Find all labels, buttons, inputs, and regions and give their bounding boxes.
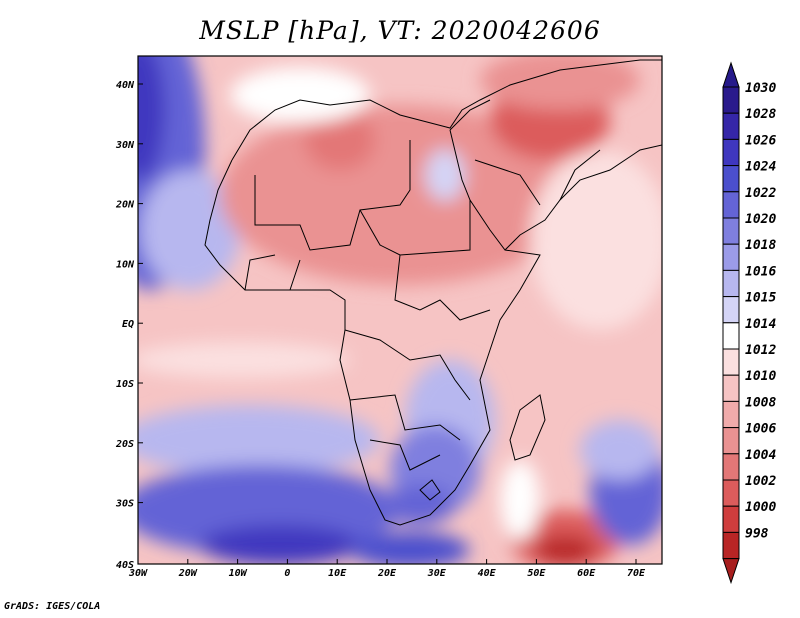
lat-tick-label: 10N xyxy=(116,259,135,270)
lon-tick-label: 10E xyxy=(328,568,347,579)
colorbar-swatch xyxy=(722,479,740,507)
colorbar-label: 1022 xyxy=(745,186,776,201)
colorbar-swatch xyxy=(722,86,740,114)
map-title: MSLP [hPa], VT: 2020042606 xyxy=(199,16,601,45)
colorbar-label: 1030 xyxy=(745,81,776,96)
colorbar-label: 1026 xyxy=(745,133,776,148)
colorbar-label: 1004 xyxy=(745,448,776,463)
colorbar-label: 1014 xyxy=(745,317,776,332)
lon-tick-label: 60E xyxy=(577,568,596,579)
colorbar-swatch xyxy=(722,296,740,324)
pressure-field xyxy=(138,56,662,564)
colorbar-label: 1020 xyxy=(745,212,776,227)
lat-tick-label: 20S xyxy=(115,439,134,450)
latitude-axis: 40N 30N 20N 10N EQ 10S 20S 30S 40S xyxy=(115,80,143,571)
colorbar-label: 1006 xyxy=(745,422,776,437)
colorbar-label: 1002 xyxy=(745,474,776,489)
lon-tick-label: 40E xyxy=(478,568,497,579)
colorbar-swatch xyxy=(722,112,740,140)
colorbar-swatch xyxy=(722,400,740,429)
lon-tick-label: 20W xyxy=(178,568,198,579)
colorbar-swatch xyxy=(722,243,740,271)
colorbar-swatch xyxy=(722,165,740,193)
colorbar-bottom-arrow xyxy=(722,558,740,585)
colorbar-top-arrow xyxy=(722,61,740,88)
lat-tick-label: 40S xyxy=(116,560,134,571)
colorbar-swatch xyxy=(722,505,740,533)
colorbar-swatch xyxy=(722,191,740,219)
colorbar-swatch xyxy=(722,138,740,167)
lon-tick-label: 10W xyxy=(229,568,248,579)
colorbar-swatch xyxy=(722,217,740,245)
colorbar: 1030 1028 1026 1024 1022 1020 1018 1016 1015 1014… xyxy=(722,61,776,585)
colorbar-label: 1000 xyxy=(745,500,776,515)
lat-tick-label: 20N xyxy=(115,200,135,211)
colorbar-swatch xyxy=(722,269,740,298)
colorbar-label: 1024 xyxy=(745,160,776,175)
colorbar-label: 1016 xyxy=(745,264,776,279)
colorbar-label: 1012 xyxy=(745,343,776,358)
lon-tick-label: 30E xyxy=(427,568,447,579)
lat-tick-label: EQ xyxy=(122,319,134,330)
lon-tick-label: 50E xyxy=(527,568,546,579)
colorbar-swatch xyxy=(722,374,740,402)
colorbar-label: 1018 xyxy=(745,238,776,253)
colorbar-label: 1008 xyxy=(745,395,776,410)
country-borders xyxy=(204,59,662,526)
lon-tick-label: 70E xyxy=(627,568,646,579)
lat-tick-label: 40N xyxy=(116,80,135,91)
colorbar-swatch xyxy=(722,348,740,376)
colorbar-label: 1028 xyxy=(745,107,776,122)
lat-tick-label: 30N xyxy=(115,140,135,151)
credit-text: GrADS: IGES/COLA xyxy=(4,601,101,612)
lon-tick-label: 30W xyxy=(128,568,148,579)
longitude-axis: 30W 20W 10W 0 10E 20E 30E 40E 50E 60E 70E xyxy=(128,559,646,579)
lon-tick-label: 0 xyxy=(284,568,290,579)
colorbar-swatch xyxy=(722,531,740,560)
lat-tick-label: 10S xyxy=(116,379,134,390)
lon-tick-label: 20E xyxy=(377,568,397,579)
colorbar-label: 1015 xyxy=(745,291,776,306)
colorbar-swatch xyxy=(722,322,740,350)
colorbar-label: 1010 xyxy=(745,369,776,384)
colorbar-label: 998 xyxy=(745,526,769,541)
colorbar-swatch xyxy=(722,427,740,455)
plot-frame xyxy=(137,55,663,565)
lat-tick-label: 30S xyxy=(115,499,134,510)
colorbar-swatch xyxy=(722,453,740,481)
